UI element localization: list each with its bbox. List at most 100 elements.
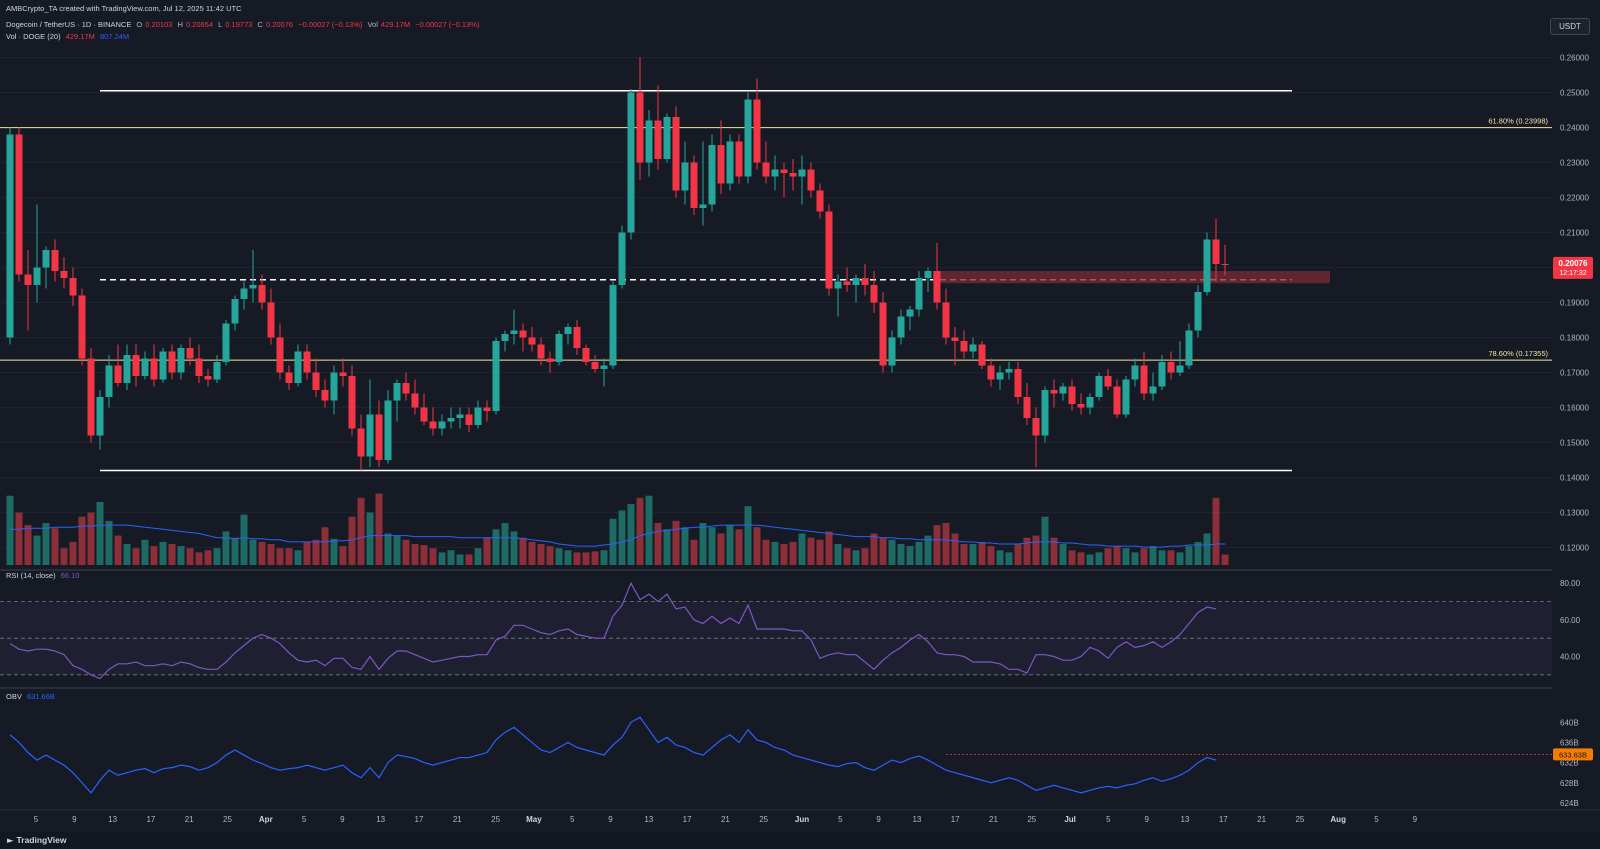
candle-body: [843, 281, 851, 285]
open-label: O: [136, 20, 143, 29]
price-tick-label: 0.15000: [1560, 439, 1589, 448]
volume-bar: [1149, 546, 1157, 565]
volume-bar: [951, 533, 959, 565]
volume-bar: [1023, 537, 1031, 565]
vol-label: Vol: [367, 20, 378, 29]
time-tick-label: 17: [1219, 815, 1228, 824]
candle-body: [888, 337, 896, 366]
candle-body: [1059, 386, 1067, 394]
volume-bar: [537, 544, 545, 565]
candle-body: [168, 351, 176, 373]
fib-786-label: 78.60% (0.17355): [1488, 349, 1548, 358]
candle-body: [96, 397, 104, 436]
volume-bar: [366, 512, 374, 565]
time-tick-label: 5: [302, 815, 307, 824]
volume-ma-value: 807.24M: [99, 32, 130, 41]
candle-body: [186, 348, 194, 359]
candle-body: [951, 337, 959, 341]
currency-button[interactable]: USDT: [1550, 18, 1590, 35]
candle-body: [357, 428, 365, 457]
obv-tick-label: 640B: [1560, 718, 1579, 727]
time-tick-label: 5: [570, 815, 575, 824]
volume-bar: [339, 546, 347, 565]
candle-body: [24, 274, 32, 285]
candle-body: [420, 407, 428, 422]
chart-credit: AMBCrypto_TA created with TradingView.co…: [6, 4, 242, 13]
candle-body: [753, 99, 761, 163]
price-tick-label: 0.14000: [1560, 474, 1589, 483]
low-value: 0.19773: [225, 20, 253, 29]
volume-bar: [1167, 550, 1175, 565]
candle-body: [438, 421, 446, 429]
candle-body: [780, 169, 788, 173]
tradingview-logo[interactable]: ► TradingView: [7, 835, 66, 846]
price-tick-label: 0.17000: [1560, 369, 1589, 378]
candle-body: [987, 365, 995, 380]
rsi-band-fill: [0, 601, 1552, 675]
volume-indicator-label: Vol · DOGE (20): [6, 32, 61, 41]
volume-bar: [114, 535, 122, 565]
candle-body: [177, 348, 185, 373]
volume-bar: [1032, 535, 1040, 565]
obv-last-value: 633.63B: [1559, 750, 1587, 759]
candle-body: [213, 362, 221, 380]
candle-body: [627, 92, 635, 233]
obv-tick-label: 632B: [1560, 759, 1579, 768]
candle-body: [834, 281, 842, 289]
volume-bar: [1050, 537, 1058, 565]
time-tick-label: Apr: [259, 815, 273, 824]
candle-body: [222, 323, 230, 362]
axes: 0.26000 0.25000 0.24000 0.23000 0.22000 0.210…: [34, 54, 1593, 824]
rsi-legend[interactable]: RSI (14, close) 66.10: [6, 571, 82, 580]
time-tick-label: 5: [1106, 815, 1111, 824]
volume-bar: [942, 523, 950, 565]
candle-body: [591, 362, 599, 369]
obv-legend[interactable]: OBV 631.66B: [6, 692, 58, 701]
volume-bar: [159, 541, 167, 565]
candle-body: [474, 407, 482, 425]
volume-bar: [42, 523, 50, 565]
candle-body: [402, 383, 410, 394]
candle-body: [348, 376, 356, 429]
price-tick-label: 0.22000: [1560, 194, 1589, 203]
candle-body: [537, 344, 545, 359]
candle-body: [1140, 365, 1148, 394]
price-tick-label: 0.18000: [1560, 334, 1589, 343]
obv-tick-label: 636B: [1560, 738, 1579, 747]
volume-bar: [591, 551, 599, 565]
candle-body: [1104, 376, 1112, 387]
candle-body: [825, 211, 833, 289]
candle-body: [852, 278, 860, 285]
candle-body: [1221, 264, 1229, 265]
candle-body: [807, 169, 815, 191]
time-tick-label: Jul: [1064, 815, 1076, 824]
volume-bar: [1158, 550, 1166, 565]
time-tick-label: 21: [453, 815, 462, 824]
volume-bar: [672, 520, 680, 565]
candle-body: [744, 99, 752, 177]
time-tick-label: 25: [759, 815, 768, 824]
candle-body: [6, 134, 14, 338]
close-value: 0.20076: [265, 20, 294, 29]
volume-bar: [474, 548, 482, 565]
candle-body: [393, 383, 401, 401]
candle-body: [1167, 362, 1175, 373]
candle-body: [78, 295, 86, 359]
rsi-tick-label: 60.00: [1560, 616, 1581, 625]
volume-bar: [843, 548, 851, 565]
candle-body: [969, 344, 977, 352]
candle-body: [1194, 292, 1202, 331]
volume-bar: [1203, 533, 1211, 565]
volume-bar: [618, 510, 626, 565]
volume-bar: [1185, 546, 1193, 565]
volume-bars: [6, 493, 1229, 565]
volume-bar: [411, 544, 419, 565]
candle-body: [204, 376, 212, 380]
volume-bar: [1140, 548, 1148, 565]
candle-body: [411, 393, 419, 408]
candle-body: [1068, 386, 1076, 404]
volume-legend[interactable]: Vol · DOGE (20) 429.17M 807.24M: [6, 32, 132, 41]
candle-body: [924, 271, 932, 278]
bar-countdown: 12:17:32: [1559, 270, 1586, 277]
volume-bar: [186, 548, 194, 565]
